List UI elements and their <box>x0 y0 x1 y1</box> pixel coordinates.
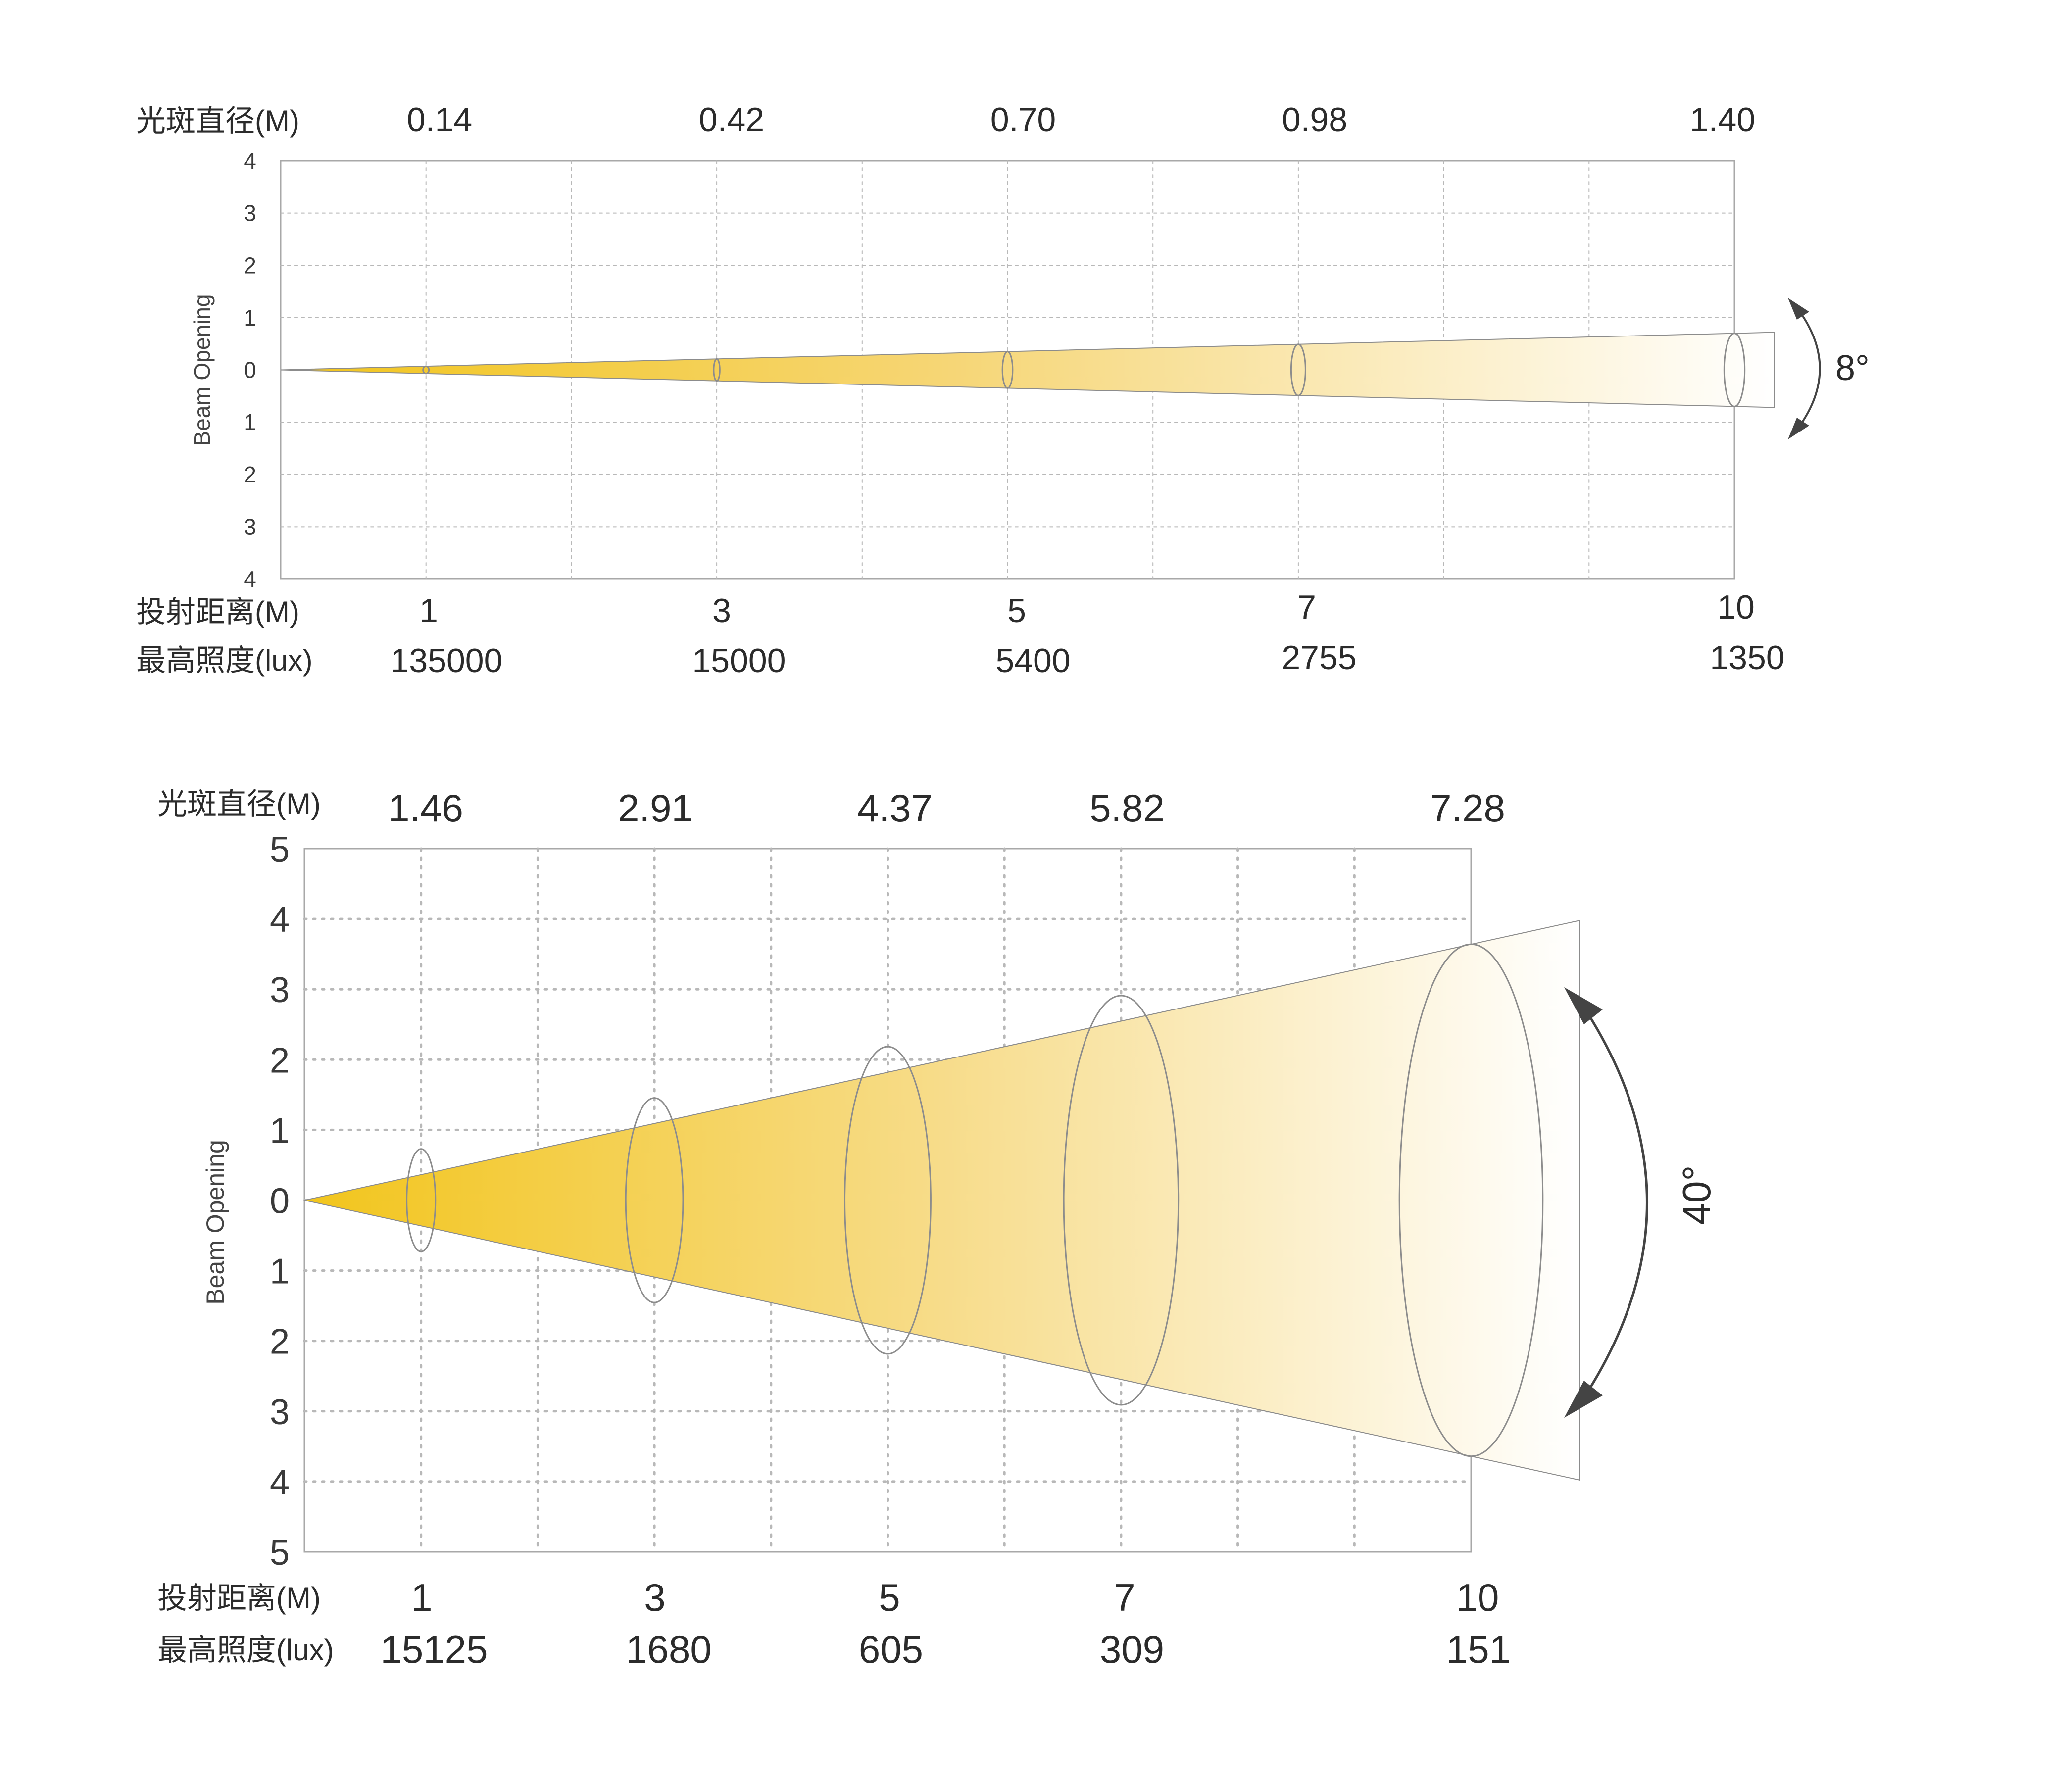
illuminance-row-label: 最高照度(lux) <box>157 1634 334 1667</box>
y-tick-label: 2 <box>244 462 256 487</box>
diameter-label: 1.40 <box>1690 101 1755 139</box>
y-tick-label: 1 <box>244 305 256 331</box>
illuminance-label: 15000 <box>692 642 786 679</box>
beam-spot-ellipses <box>422 333 1746 407</box>
y-tick-label: 4 <box>270 900 290 940</box>
illuminance-label: 2755 <box>1282 639 1356 676</box>
illuminance-label: 1350 <box>1710 639 1784 676</box>
diameter-label: 0.98 <box>1282 101 1347 139</box>
beam-cone <box>304 919 1580 1481</box>
distance-row-label: 投射距离(M) <box>136 595 299 628</box>
y-tick-label: 2 <box>270 1322 290 1362</box>
y-tick-label: 3 <box>270 970 290 1010</box>
distance-label: 7 <box>1114 1576 1135 1619</box>
illuminance-label: 151 <box>1446 1628 1511 1671</box>
distance-label: 5 <box>1007 592 1026 629</box>
distance-label: 5 <box>879 1576 900 1619</box>
beam-spot-ellipse <box>1723 333 1746 407</box>
diameter-label: 0.70 <box>990 101 1056 139</box>
y-tick-label: 5 <box>270 1533 290 1573</box>
diameter-label: 5.82 <box>1089 786 1165 830</box>
y-tick-label: 2 <box>270 1041 290 1080</box>
y-tick-labels: 5 4 3 2 1 0 1 2 3 4 5 <box>270 830 290 1573</box>
beam-spot-ellipse <box>625 1097 684 1303</box>
distance-label: 10 <box>1717 588 1755 626</box>
beam-angle-label: 40° <box>1675 1165 1719 1225</box>
beam-angle-arrow <box>1788 298 1821 439</box>
beam-spot-ellipse <box>422 365 430 375</box>
diameter-label: 7.28 <box>1430 786 1505 830</box>
distance-label: 1 <box>411 1576 432 1619</box>
y-tick-label: 1 <box>270 1252 290 1292</box>
distance-label: 3 <box>644 1576 665 1619</box>
illuminance-label: 15125 <box>381 1628 488 1671</box>
distance-label: 1 <box>419 592 438 629</box>
distance-label: 10 <box>1456 1576 1499 1619</box>
distance-row-label: 投射距离(M) <box>157 1582 321 1615</box>
y-tick-label: 1 <box>244 409 256 435</box>
y-tick-label: 3 <box>270 1393 290 1432</box>
illuminance-label: 5400 <box>995 642 1070 679</box>
beam-spot-ellipse <box>406 1148 437 1252</box>
y-tick-label: 4 <box>270 1463 290 1502</box>
distance-label: 7 <box>1297 588 1316 626</box>
y-tick-label: 0 <box>270 1182 290 1221</box>
y-tick-label: 4 <box>244 566 256 592</box>
y-tick-label: 1 <box>270 1111 290 1151</box>
illuminance-label: 605 <box>859 1628 923 1671</box>
y-tick-label: 4 <box>244 148 256 174</box>
illuminance-label: 309 <box>1100 1628 1164 1671</box>
arrowhead-icon <box>1564 987 1603 1024</box>
y-tick-label: 3 <box>244 514 256 539</box>
arrowhead-icon <box>1564 1381 1603 1418</box>
diameter-label: 0.14 <box>407 101 472 139</box>
arrowhead-icon <box>1788 298 1809 320</box>
beam-spot-ellipse <box>713 358 721 382</box>
diameter-row-label: 光斑直径(M) <box>136 104 299 138</box>
distance-label: 3 <box>712 592 731 629</box>
arrowhead-icon <box>1788 418 1809 439</box>
beam-spot-ellipse <box>844 1046 932 1355</box>
illuminance-label: 1680 <box>626 1628 712 1671</box>
beam-spot-ellipse <box>1290 343 1306 396</box>
y-axis-label: Beam Opening <box>201 1140 229 1305</box>
y-tick-labels: 4 3 2 1 0 1 2 3 4 <box>244 148 256 592</box>
beam-spot-ellipses <box>406 943 1544 1457</box>
beam-spot-ellipse <box>1063 995 1180 1406</box>
diameter-label: 0.42 <box>699 101 764 139</box>
y-tick-label: 2 <box>244 252 256 278</box>
y-tick-label: 3 <box>244 200 256 226</box>
diameter-label: 1.46 <box>388 786 463 830</box>
beam-spot-ellipse <box>1398 943 1544 1457</box>
illuminance-row-label: 最高照度(lux) <box>136 644 313 677</box>
diameter-label: 4.37 <box>857 786 933 830</box>
beam-angle-label: 8° <box>1835 348 1870 388</box>
beam-angle-arrow <box>1564 987 1648 1418</box>
y-axis-label: Beam Opening <box>189 294 215 446</box>
beam-cone <box>280 332 1775 408</box>
illuminance-label: 135000 <box>391 642 503 679</box>
beam-spot-ellipse <box>1001 351 1014 389</box>
y-tick-label: 5 <box>270 830 290 869</box>
diameter-label: 2.91 <box>618 786 693 830</box>
y-tick-label: 0 <box>244 357 256 383</box>
diameter-row-label: 光斑直径(M) <box>157 787 321 820</box>
